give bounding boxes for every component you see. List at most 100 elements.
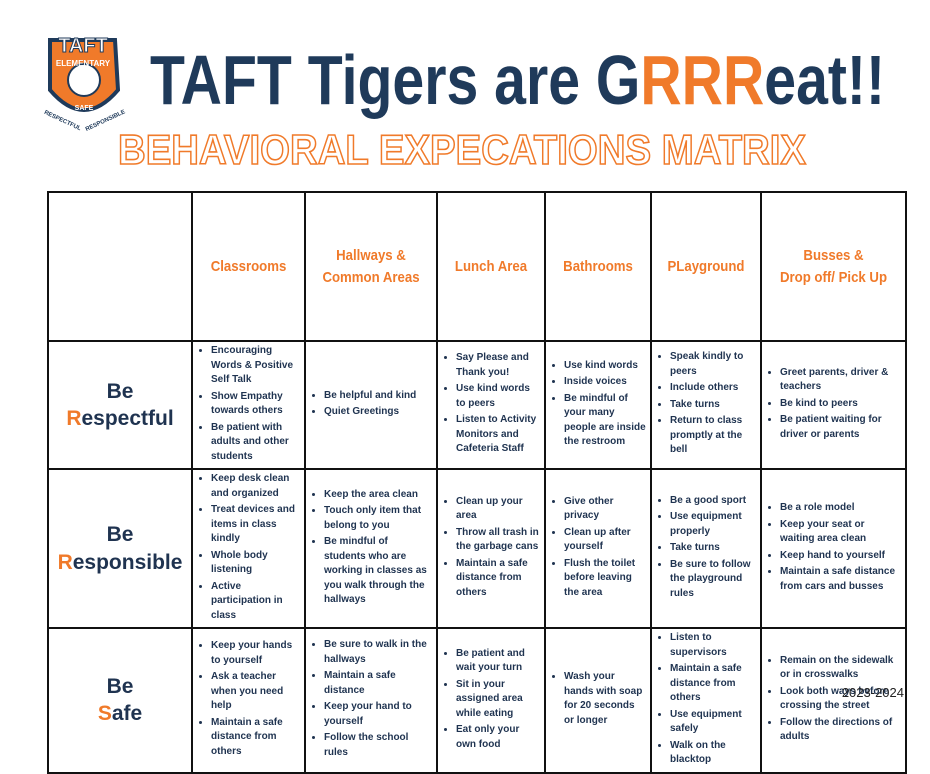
matrix-cell: Be a role model Keep your seat or waiting…	[760, 468, 907, 629]
expectation: Sit in your assigned area while eating	[456, 678, 540, 722]
expectation: Follow the directions of adults	[780, 716, 901, 745]
expectation: Eat only your own food	[456, 723, 540, 752]
expectation: Include others	[670, 381, 756, 396]
expectation: Clean up after yourself	[564, 526, 646, 555]
matrix-cell: Clean up your areaThrow all trash in the…	[436, 468, 546, 629]
expectation: Listen to Activity Monitors and Cafeteri…	[456, 413, 540, 457]
expectation: Be sure to walk in the hallways	[324, 638, 432, 667]
matrix-cell: Use kind wordsInside voices Be mindful of…	[544, 340, 652, 470]
row-header-line: Be Responsible	[53, 521, 187, 576]
expectation: Follow the school rules	[324, 731, 432, 760]
expectation: Walk on the blacktop	[670, 739, 756, 768]
expectation: Whole body listening	[211, 549, 300, 578]
matrix-table: Classrooms Hallways & Common Areas Lunch Ar…	[47, 191, 907, 774]
expectation-list: Listen to supervisorsMaintain a safe dis…	[656, 631, 756, 768]
column-header-line: Hallways &	[336, 246, 406, 264]
expectation: Give other privacy	[564, 495, 646, 524]
matrix-row: BeSafeKeep your hands to yourselfAsk a t…	[47, 627, 907, 774]
expectation: Maintain a safe distance from others	[670, 662, 756, 706]
expectation: Be kind to peers	[780, 397, 901, 412]
expectation: Treat devices and items in class kindly	[211, 503, 300, 547]
row-header-part: S	[97, 702, 112, 726]
column-header: Bathrooms	[550, 191, 646, 342]
expectation: Be patient waiting for driver or parents	[780, 413, 901, 442]
logo-left: RESPECTFUL	[43, 110, 82, 132]
expectation: Be a good sport	[670, 494, 756, 509]
row-header: Be Safe	[47, 627, 193, 774]
column-header: Lunch Area	[442, 191, 540, 342]
expectation: Use kind words to peers	[456, 382, 540, 411]
row-header-part: R	[57, 550, 73, 574]
column-header-line: PLayground	[667, 257, 745, 275]
expectation-list: Keep desk clean and organizedTreat devic…	[197, 472, 300, 623]
logo-center: SAFE	[75, 105, 94, 112]
row-header-part: afe	[111, 702, 143, 726]
column-header-line: Drop off/ Pick Up	[779, 268, 888, 286]
matrix-cell: Be sure to walk in the hallwaysMaintain …	[304, 627, 438, 774]
column-header-line: Classrooms	[210, 257, 287, 275]
row-header-part: Be	[106, 379, 134, 403]
column-header: Classrooms	[197, 191, 300, 342]
page: TAFT ELEMENTARY SAFE RESPECTFUL RESPONSI…	[0, 0, 930, 718]
expectation: Be patient and wait your turn	[456, 647, 540, 676]
expectation: Speak kindly to peers	[670, 350, 756, 379]
expectation: Active participation in class	[211, 580, 300, 624]
matrix-row: Be RespectfulEncouraging Words & Positiv…	[47, 340, 907, 470]
row-header-part: R	[66, 407, 82, 430]
expectation: Keep your seat or waiting area clean	[780, 518, 901, 547]
expectation: Use equipment properly	[670, 510, 756, 539]
expectation: Say Please and Thank you!	[456, 351, 540, 380]
expectation: Keep desk clean and organized	[211, 472, 300, 501]
logo-name: TAFT	[58, 35, 108, 57]
row-header-part: Be	[106, 523, 134, 547]
expectation: Use kind words	[564, 359, 646, 374]
row-header-line: Safe	[53, 700, 187, 727]
expectation: Remain on the sidewalk or in crosswalks	[780, 654, 901, 683]
expectation-list: Say Please and Thank you!Use kind words …	[442, 351, 540, 457]
column-header-line: Bathrooms	[563, 257, 633, 275]
column-header: Busses & Drop off/ Pick Up	[768, 191, 899, 342]
expectation-list: Keep the area cleanTouch only item that …	[310, 488, 432, 608]
matrix-cell: Speak kindly to peers Include others Take …	[650, 340, 762, 470]
expectation-list: Clean up your areaThrow all trash in the…	[442, 495, 540, 601]
expectation: Keep hand to yourself	[780, 549, 901, 564]
header: TAFT ELEMENTARY SAFE RESPECTFUL RESPONSI…	[43, 35, 885, 174]
expectation: Inside voices	[564, 375, 646, 390]
expectation: Maintain a safe distance from others	[211, 716, 300, 760]
expectation-list: Encouraging Words & Positive Self TalkSh…	[197, 344, 300, 464]
matrix-cell: Be helpful and kindQuiet Greetings	[304, 340, 438, 470]
row-header: Be Responsible	[47, 468, 193, 629]
title: TAFT Tigers are GRRReat!!	[150, 41, 885, 119]
expectation: Be patient with adults and other student…	[211, 421, 300, 465]
expectation: Ask a teacher when you need help	[211, 670, 300, 714]
expectation-list: Speak kindly to peers Include others Take …	[656, 350, 756, 458]
expectation-list: Be a role model Keep your seat or waiting…	[766, 501, 901, 594]
expectation: Be a role model	[780, 501, 901, 516]
expectation: Wash your hands with soap for 20 seconds…	[564, 670, 646, 728]
title-part: eat!!	[764, 41, 885, 119]
matrix-cell: Keep desk clean and organizedTreat devic…	[191, 468, 306, 629]
expectation: Keep your hands to yourself	[211, 639, 300, 668]
subtitle: BEHAVIORAL EXPECATIONS MATRIX	[118, 126, 806, 173]
expectation: Quiet Greetings	[324, 405, 432, 420]
matrix-cell: Greet parents, driver & teachers Be kind …	[760, 340, 907, 470]
matrix-cell: Keep the area cleanTouch only item that …	[304, 468, 438, 629]
title-part: TAFT Tigers are G	[150, 41, 640, 119]
expectation: Encouraging Words & Positive Self Talk	[211, 344, 300, 388]
column-header-line: Busses &	[803, 246, 864, 264]
logo-banner: ELEMENTARY	[56, 59, 111, 68]
expectation: Clean up your area	[456, 495, 540, 524]
expectation: Look both ways before crossing the stree…	[780, 685, 901, 714]
expectation: Greet parents, driver & teachers	[780, 366, 901, 395]
column-header-line: Common Areas	[322, 268, 420, 286]
expectation-list: Use kind wordsInside voices Be mindful of…	[550, 359, 646, 450]
matrix-cell: Keep your hands to yourselfAsk a teacher…	[191, 627, 306, 774]
row-header-part: esponsible	[72, 550, 183, 574]
expectation-list: Keep your hands to yourselfAsk a teacher…	[197, 639, 300, 759]
row-header-part: espectful	[81, 407, 174, 430]
expectation: Listen to supervisors	[670, 631, 756, 660]
expectation: Keep the area clean	[324, 488, 432, 503]
expectation: Touch only item that belong to you	[324, 504, 432, 533]
header-row: Classrooms Hallways & Common Areas Lunch Ar…	[47, 191, 906, 342]
row-header: Be Respectful	[47, 340, 193, 470]
